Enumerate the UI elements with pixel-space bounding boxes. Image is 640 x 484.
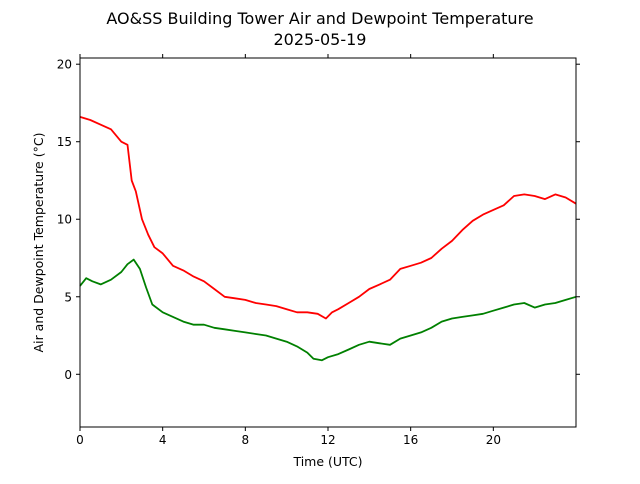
x-tick-label: 12: [320, 433, 335, 447]
series-layer: [79, 116, 577, 362]
y-tick-label: 5: [64, 290, 72, 304]
x-tick-label: 8: [242, 433, 250, 447]
y-tick-label: 15: [57, 135, 72, 149]
chart-title: AO&SS Building Tower Air and Dewpoint Te…: [106, 9, 533, 28]
x-tick-label: 4: [159, 433, 167, 447]
x-tick-label: 0: [76, 433, 84, 447]
chart-subtitle: 2025-05-19: [274, 30, 367, 49]
dewpoint-temperature-line: [79, 258, 577, 362]
ticks-layer: 0 4 8 12 16 20 0 5 10 15 20: [57, 54, 580, 447]
x-tick-label: 20: [486, 433, 501, 447]
x-axis-label: Time (UTC): [292, 454, 362, 469]
x-tick-label: 16: [403, 433, 418, 447]
y-tick-label: 20: [57, 58, 72, 72]
y-axis-label: Air and Dewpoint Temperature (°C): [31, 133, 46, 353]
plot-frame: [79, 57, 577, 428]
y-tick-label: 0: [64, 368, 72, 382]
y-tick-label: 10: [57, 213, 72, 227]
air-temperature-line: [79, 116, 577, 320]
